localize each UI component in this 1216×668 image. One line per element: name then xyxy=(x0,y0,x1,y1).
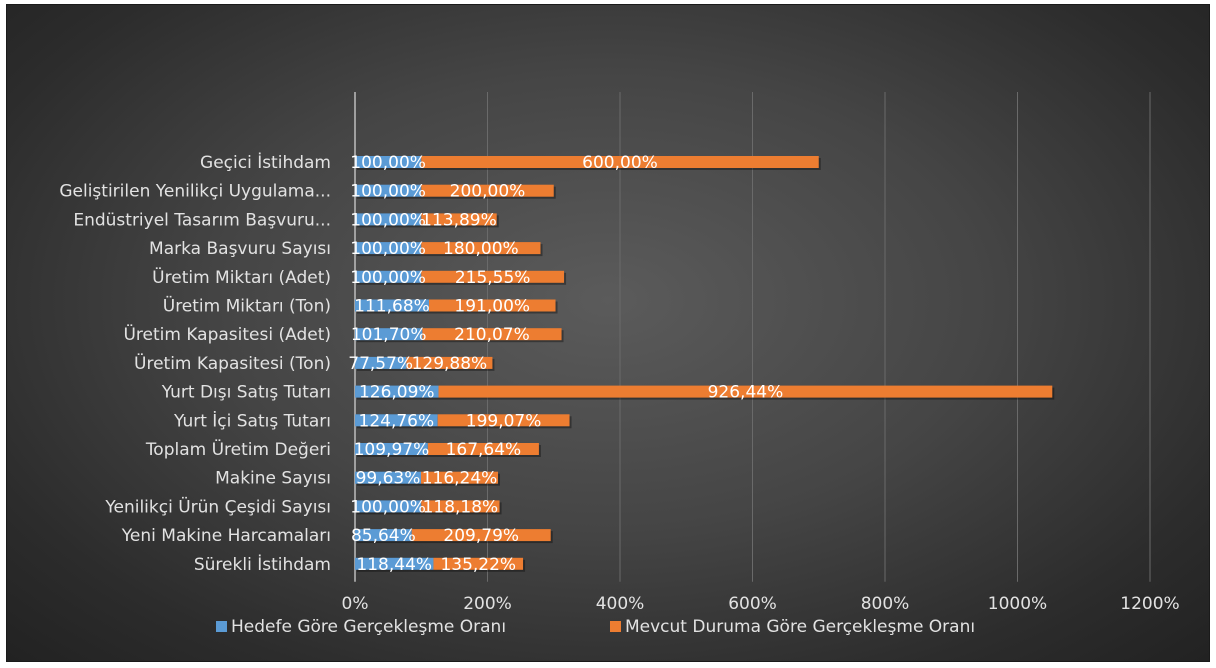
data-label: 180,00% xyxy=(443,239,519,259)
category-label: Üretim Kapasitesi (Ton) xyxy=(134,352,331,374)
data-label: 100,00% xyxy=(350,497,426,517)
data-label: 126,09% xyxy=(359,383,435,403)
chart-area xyxy=(6,4,1210,662)
data-label: 199,07% xyxy=(466,411,542,431)
legend[interactable]: Hedefe Göre Gerçekleşme Oranı Mevcut Duru… xyxy=(216,617,975,637)
x-tick-label: 1000% xyxy=(988,594,1047,614)
bar-hedef[interactable] xyxy=(355,385,439,398)
x-tick-label: 0% xyxy=(342,594,369,614)
bar-mevcut[interactable] xyxy=(406,356,493,369)
data-label: 100,00% xyxy=(350,182,426,202)
data-label: 100,00% xyxy=(350,239,426,259)
bar-mevcut[interactable] xyxy=(422,328,562,341)
category-label: Toplam Üretim Değeri xyxy=(145,438,331,460)
data-label: 116,24% xyxy=(422,469,498,489)
x-tick-label: 800% xyxy=(861,594,910,614)
data-label: 100,00% xyxy=(350,210,426,230)
legend-swatch-mevcut xyxy=(610,621,621,632)
legend-label-hedef[interactable]: Hedefe Göre Gerçekleşme Oranı xyxy=(231,617,506,637)
bar-mevcut[interactable] xyxy=(437,414,570,427)
bar-mevcut[interactable] xyxy=(411,529,551,542)
data-label: 101,70% xyxy=(351,325,427,345)
category-labels: Geçici İstihdam Geliştirilen Yenilikçi Uy… xyxy=(59,152,331,575)
bar-hedef[interactable] xyxy=(355,414,438,427)
bar-mevcut[interactable] xyxy=(421,471,499,484)
category-label: Yurt Dışı Satış Tutarı xyxy=(161,383,331,403)
bar-mevcut[interactable] xyxy=(438,385,1053,398)
data-labels: 100,00% 600,00%100,00% 200,00%100,00%113,8… xyxy=(348,153,783,575)
data-label: 85,64% xyxy=(351,526,416,546)
data-label: 111,68% xyxy=(354,297,430,317)
data-label: 210,07% xyxy=(454,325,530,345)
category-label: Geliştirilen Yenilikçi Uygulama... xyxy=(59,182,331,202)
category-label: Marka Başvuru Sayısı xyxy=(149,239,331,259)
data-label: 99,63% xyxy=(356,469,421,489)
data-label: 118,18% xyxy=(423,497,499,517)
category-label: Üretim Miktarı (Adet) xyxy=(152,266,331,288)
category-label: Sürekli İstihdam xyxy=(194,554,331,575)
x-tick-label: 400% xyxy=(596,594,645,614)
bar-mevcut[interactable] xyxy=(421,242,541,255)
bar-hedef[interactable] xyxy=(355,242,422,255)
data-label: 124,76% xyxy=(359,411,435,431)
category-label: Geçici İstihdam xyxy=(200,152,331,173)
data-label: 109,97% xyxy=(354,440,430,460)
data-label: 77,57% xyxy=(348,354,413,374)
bar-hedef[interactable] xyxy=(355,356,407,369)
bar-hedef[interactable] xyxy=(355,156,422,168)
bar-mevcut[interactable] xyxy=(427,443,539,455)
category-label: Yenilikçi Ürün Çeşidi Sayısı xyxy=(104,495,331,517)
bar-hedef[interactable] xyxy=(355,299,429,312)
bar-mevcut[interactable] xyxy=(421,156,819,168)
bar-mevcut[interactable] xyxy=(421,500,500,513)
legend-swatch-hedef xyxy=(216,621,227,632)
data-label: 135,22% xyxy=(440,555,516,575)
category-label: Endüstriyel Tasarım Başvuru... xyxy=(73,210,331,230)
data-label: 113,89% xyxy=(421,210,497,230)
bar-hedef[interactable] xyxy=(355,270,422,283)
category-label: Üretim Miktarı (Ton) xyxy=(163,295,331,317)
data-label: 167,64% xyxy=(446,440,522,460)
x-axis-tick-labels: 0% 200% 400% 600% 800% 1000% 1200% xyxy=(342,594,1180,614)
data-label: 200,00% xyxy=(450,182,526,202)
category-label: Üretim Kapasitesi (Adet) xyxy=(123,323,331,345)
data-label: 100,00% xyxy=(350,268,426,288)
legend-label-mevcut[interactable]: Mevcut Duruma Göre Gerçekleşme Oranı xyxy=(625,617,975,637)
bar-hedef[interactable] xyxy=(355,500,422,513)
data-label: 600,00% xyxy=(582,153,658,173)
bar-hedef[interactable] xyxy=(355,471,422,484)
gridlines xyxy=(354,92,1151,582)
category-label: Yurt İçi Satış Tutarı xyxy=(173,410,331,431)
bar-mevcut[interactable] xyxy=(421,213,497,226)
bars xyxy=(355,156,1055,572)
category-label: Yeni Makine Harcamaları xyxy=(121,526,331,546)
data-label: 926,44% xyxy=(708,383,784,403)
data-label: 215,55% xyxy=(455,268,531,288)
bar-hedef[interactable] xyxy=(355,557,434,570)
x-tick-label: 200% xyxy=(463,594,512,614)
x-tick-label: 600% xyxy=(728,594,777,614)
bar-hedef[interactable] xyxy=(355,443,428,455)
bar-mevcut[interactable] xyxy=(428,299,556,312)
bar-hedef[interactable] xyxy=(355,529,412,542)
category-label: Makine Sayısı xyxy=(215,469,331,489)
data-label: 129,88% xyxy=(412,354,488,374)
bar-mevcut[interactable] xyxy=(433,557,524,570)
bar-mevcut[interactable] xyxy=(421,270,565,283)
data-label: 100,00% xyxy=(350,153,426,173)
bar-mevcut[interactable] xyxy=(421,184,554,197)
data-label: 118,44% xyxy=(356,555,432,575)
bar-hedef[interactable] xyxy=(355,184,422,197)
data-label: 209,79% xyxy=(443,526,519,546)
x-tick-label: 1200% xyxy=(1120,594,1179,614)
bar-hedef[interactable] xyxy=(355,213,422,226)
bar-hedef[interactable] xyxy=(355,328,423,341)
data-label: 191,00% xyxy=(454,297,530,317)
